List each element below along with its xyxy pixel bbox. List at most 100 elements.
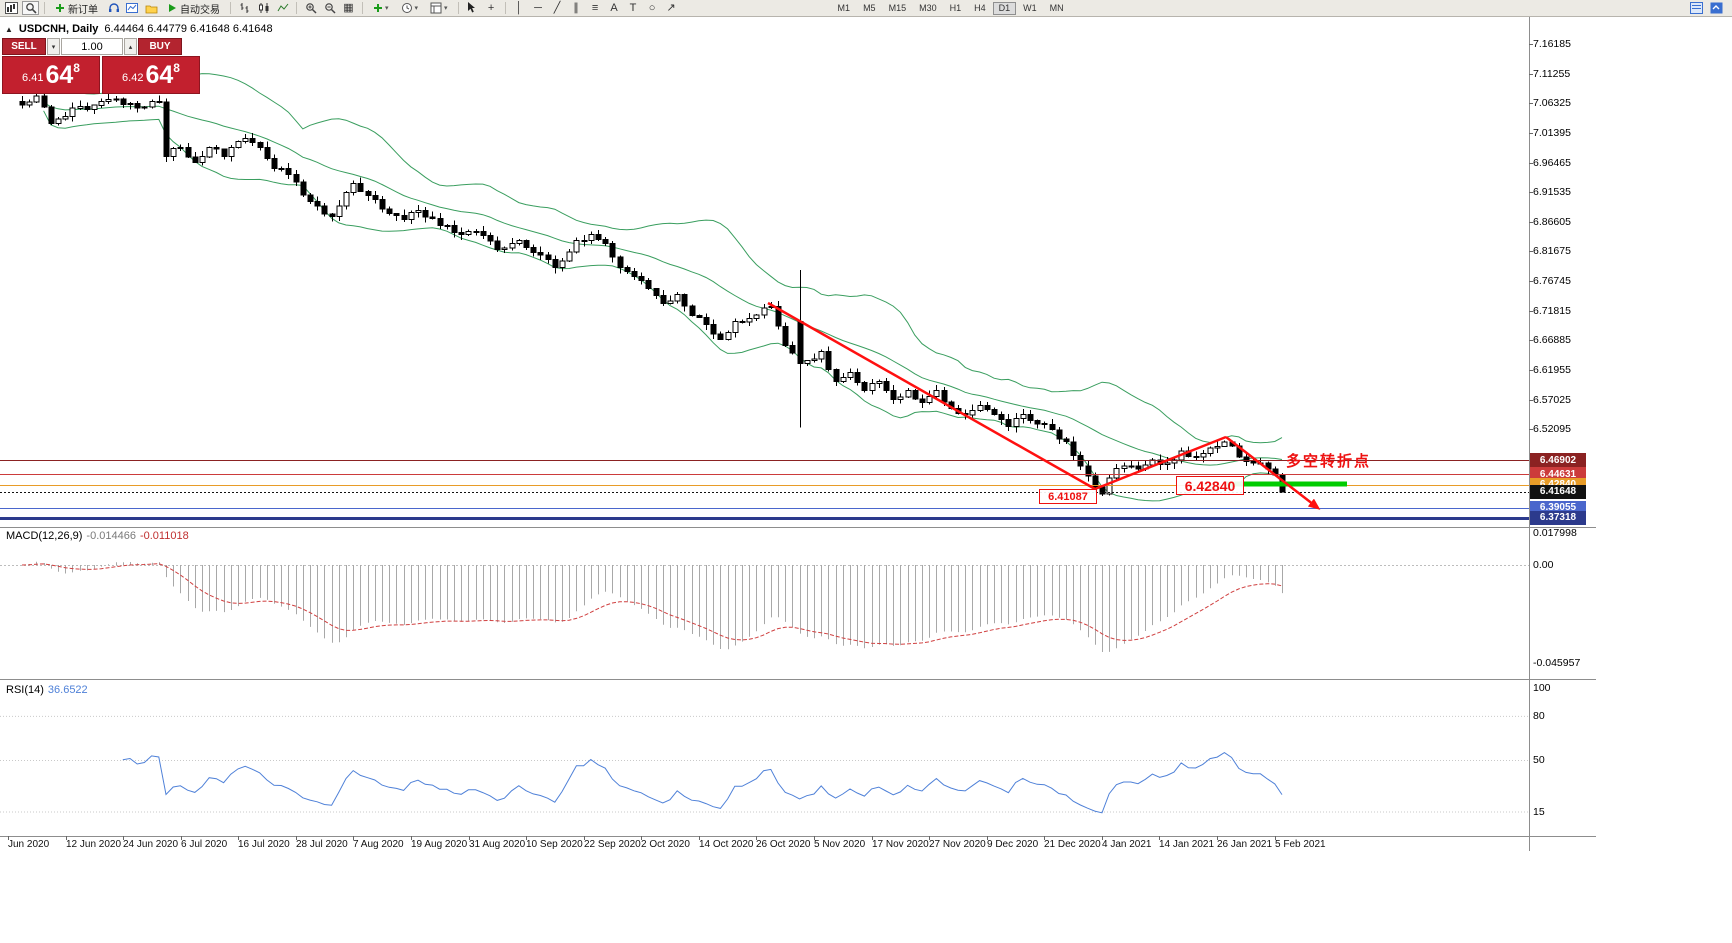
candle-body xyxy=(221,148,228,157)
dropdown-caret: ▾ xyxy=(385,5,389,12)
chart-window-icon[interactable] xyxy=(3,1,20,15)
candle-body xyxy=(811,358,818,362)
swing-low-price-label[interactable]: 6.41087 xyxy=(1039,489,1097,504)
candle-body xyxy=(761,307,768,316)
play-icon xyxy=(169,4,176,12)
candle-body xyxy=(163,101,170,157)
projection-arrow[interactable] xyxy=(1225,436,1321,510)
volume-down-button[interactable]: ▾ xyxy=(47,38,60,55)
horizontal-line-icon[interactable]: ─ xyxy=(534,1,542,14)
text-icon[interactable]: A xyxy=(610,1,618,14)
indicators-button[interactable]: ▾ xyxy=(368,1,394,16)
price-axis-label: 7.01395 xyxy=(1533,126,1571,139)
candle-body xyxy=(278,167,285,170)
time-axis[interactable]: Jun 2020 12 Jun 2020 24 Jun 2020 6 Jul 2020… xyxy=(0,837,1529,852)
auto-trading-button[interactable]: 自动交易 xyxy=(162,1,225,16)
rsi-indicator xyxy=(0,715,1529,814)
candle-body xyxy=(249,137,256,143)
toolbar: 新订单 自动交易 ▦ xyxy=(0,0,1732,17)
candle-body xyxy=(393,212,400,216)
candle-body xyxy=(1121,465,1128,470)
toolbar-extra-icon-2[interactable] xyxy=(1708,1,1725,15)
zoom-in-icon[interactable] xyxy=(302,1,319,15)
volume-up-button[interactable]: ▴ xyxy=(124,38,137,55)
dropdown-caret: ▾ xyxy=(414,5,419,12)
templates-button[interactable]: ▾ xyxy=(425,1,453,16)
shapes-icon[interactable]: ○ xyxy=(648,1,656,14)
macd-axis-label: 0.00 xyxy=(1533,559,1554,571)
headset-icon[interactable] xyxy=(105,1,122,15)
arrows-icon[interactable]: ↗ xyxy=(666,1,676,14)
price-level-lines[interactable] xyxy=(0,460,1529,520)
candle-body xyxy=(415,209,422,213)
timeframe-m1-button[interactable]: M1 xyxy=(837,3,851,13)
rsi-indicator-label: RSI(14) 36.6522 xyxy=(6,684,88,696)
candlestick-chart-icon[interactable] xyxy=(255,1,272,15)
timeframe-d1-button[interactable]: D1 xyxy=(992,1,1017,15)
uptrend-line[interactable] xyxy=(1094,435,1227,491)
time-axis-label: 21 Dec 2020 xyxy=(1044,839,1101,850)
channel-icon[interactable]: ∥ xyxy=(573,1,579,14)
zoom-out-icon[interactable] xyxy=(321,1,338,15)
trendline-icon[interactable]: ╱ xyxy=(553,1,561,14)
fibonacci-icon[interactable]: ≡ xyxy=(591,1,599,14)
buy-button[interactable]: BUY xyxy=(138,38,182,55)
toolbar-separator xyxy=(504,2,506,14)
timeframe-m5-button[interactable]: M5 xyxy=(863,3,876,13)
candle-body xyxy=(854,372,861,383)
candle-body xyxy=(192,156,199,163)
candle-body xyxy=(998,414,1005,421)
candle-body xyxy=(530,247,537,254)
time-axis-label: Jun 2020 xyxy=(8,839,50,850)
label-icon[interactable]: T xyxy=(629,1,637,14)
crosshair-icon[interactable]: + xyxy=(487,1,495,14)
line-chart-icon[interactable] xyxy=(274,1,291,15)
candle-body xyxy=(624,267,631,272)
bollinger-bands xyxy=(43,73,1283,502)
sell-button[interactable]: SELL xyxy=(2,38,46,55)
timeframe-m30-button[interactable]: M30 xyxy=(919,3,937,13)
timeframe-h1-button[interactable]: H1 xyxy=(949,3,962,13)
candle-body xyxy=(1128,465,1135,468)
time-axis-label: 28 Jul 2020 xyxy=(296,839,348,850)
candle-body xyxy=(177,146,184,150)
periods-button[interactable]: ▾ xyxy=(396,1,424,16)
time-axis-label: 12 Jun 2020 xyxy=(66,839,122,850)
toolbar-extra-icon-1[interactable] xyxy=(1688,1,1705,15)
price-axis-label: 6.86605 xyxy=(1533,215,1571,228)
candle-body xyxy=(545,254,552,261)
downtrend-line[interactable] xyxy=(767,301,1096,491)
breakout-price-label[interactable]: 6.42840 xyxy=(1176,476,1244,495)
new-chart-icon[interactable] xyxy=(124,1,141,15)
timeframe-w1-button[interactable]: W1 xyxy=(1023,3,1037,13)
candle-body xyxy=(329,213,336,217)
volume-input[interactable] xyxy=(61,38,123,55)
candle-body xyxy=(285,168,292,175)
profiles-icon[interactable] xyxy=(143,1,160,15)
zoom-preview-icon[interactable] xyxy=(22,1,39,15)
price-axis[interactable]: 7.16185 7.11255 7.06325 7.01395 6.96465 6.915… xyxy=(1529,17,1601,853)
candles xyxy=(19,92,1286,497)
candle-body xyxy=(876,381,883,385)
timeframe-h4-button[interactable]: H4 xyxy=(974,3,986,13)
candle-body xyxy=(977,405,984,411)
trend-drawings[interactable] xyxy=(767,301,1347,510)
candle-body xyxy=(631,270,638,277)
candle-body xyxy=(890,389,897,401)
tile-windows-icon[interactable]: ▦ xyxy=(343,1,354,14)
candle-body xyxy=(869,383,876,392)
bar-chart-icon[interactable] xyxy=(236,1,253,15)
new-order-button[interactable]: 新订单 xyxy=(50,1,103,16)
candle-body xyxy=(1085,465,1092,477)
candle-body xyxy=(156,100,163,103)
turning-point-text[interactable]: 多空转折点 xyxy=(1286,453,1372,470)
cursor-icon[interactable] xyxy=(464,1,481,15)
timeframe-mn-button[interactable]: MN xyxy=(1049,3,1064,13)
timeframe-m15-button[interactable]: M15 xyxy=(888,3,907,13)
symbol-expander-icon[interactable]: ▲ xyxy=(5,24,13,34)
vertical-line-icon[interactable]: │ xyxy=(515,1,523,14)
sell-price-display[interactable]: 6.41 64 8 xyxy=(2,56,100,94)
buy-price-display[interactable]: 6.42 64 8 xyxy=(102,56,200,94)
